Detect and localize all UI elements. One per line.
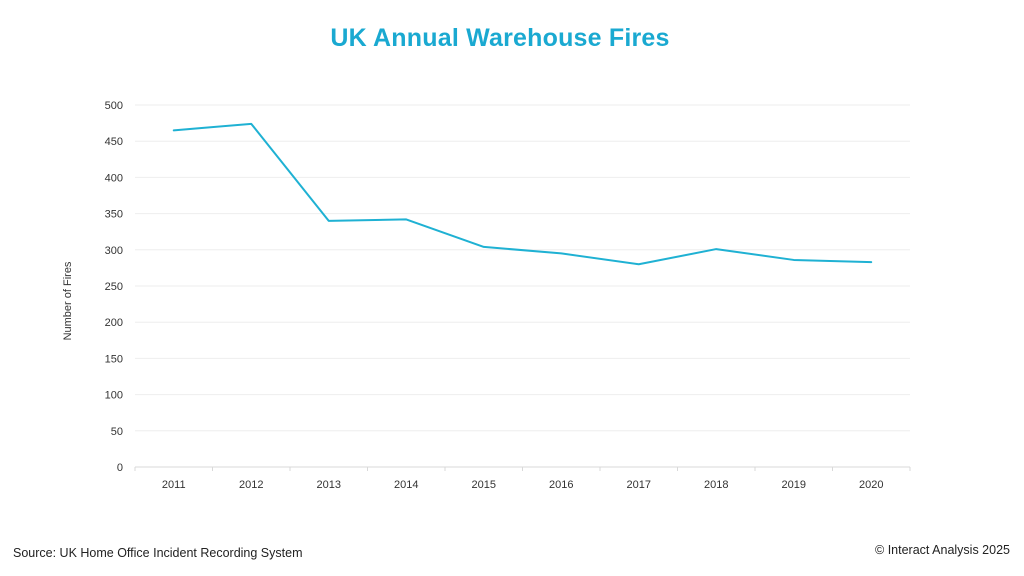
x-tick-label: 2012 <box>239 479 263 491</box>
y-tick-label: 100 <box>105 390 123 402</box>
gridlines <box>135 104 910 432</box>
y-tick-label: 500 <box>105 100 123 112</box>
y-axis-title: Number of Fires <box>62 261 74 340</box>
x-tick-label: 2017 <box>627 479 651 491</box>
y-tick-label: 400 <box>105 172 123 184</box>
axes: 0 50 100 150 200 250 300 350 400 450 500 2011 2012 20… <box>105 100 911 491</box>
copyright-note: © Interact Analysis 2025 <box>875 543 1010 557</box>
y-tick-label: 200 <box>105 317 123 329</box>
x-tick-label: 2020 <box>859 479 883 491</box>
x-tick-label: 2014 <box>394 479 418 491</box>
x-tick-label: 2011 <box>162 479 186 491</box>
x-tick-label: 2019 <box>782 479 806 491</box>
chart-title: UK Annual Warehouse Fires <box>330 24 670 52</box>
x-tick-label: 2018 <box>704 479 728 491</box>
y-tick-label: 350 <box>105 209 123 221</box>
source-note: Source: UK Home Office Incident Recordin… <box>13 546 303 560</box>
series-line <box>172 122 873 266</box>
y-tick-label: 450 <box>105 136 123 148</box>
y-tick-label: 50 <box>111 426 123 438</box>
x-tick-label: 2016 <box>549 479 573 491</box>
x-tick-label: 2013 <box>317 479 341 491</box>
x-tick-label: 2015 <box>472 479 496 491</box>
y-tick-label: 150 <box>105 353 123 365</box>
series-layer <box>172 122 873 266</box>
y-tick-label: 250 <box>105 281 123 293</box>
y-tick-label: 300 <box>105 245 123 257</box>
y-tick-label: 0 <box>117 462 123 474</box>
y-axis-title-group: Number of Fires <box>62 261 74 340</box>
